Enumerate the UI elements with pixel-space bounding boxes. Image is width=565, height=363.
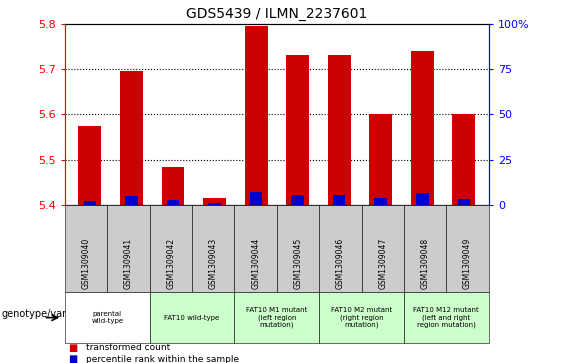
Text: genotype/variation: genotype/variation — [1, 309, 94, 319]
Text: transformed count: transformed count — [86, 343, 170, 352]
Text: parental
wild-type: parental wild-type — [92, 311, 123, 324]
Text: ■: ■ — [68, 354, 77, 363]
Bar — [162, 167, 184, 205]
Bar — [120, 71, 143, 205]
Bar — [125, 196, 138, 205]
Bar — [453, 114, 475, 205]
Text: GSM1309040: GSM1309040 — [82, 238, 90, 289]
Text: GSM1309049: GSM1309049 — [463, 238, 472, 289]
Bar — [203, 198, 226, 205]
Bar — [411, 51, 434, 205]
Bar — [245, 26, 267, 205]
Text: percentile rank within the sample: percentile rank within the sample — [86, 355, 239, 363]
Text: ■: ■ — [68, 343, 77, 353]
Bar — [250, 192, 262, 205]
Text: GSM1309046: GSM1309046 — [336, 238, 345, 289]
Text: FAT10 M12 mutant
(left and right
region mutation): FAT10 M12 mutant (left and right region … — [414, 307, 479, 328]
Text: GSM1309044: GSM1309044 — [251, 238, 260, 289]
Bar — [208, 203, 221, 205]
Text: FAT10 wild-type: FAT10 wild-type — [164, 315, 220, 321]
Text: FAT10 M1 mutant
(left region
mutation): FAT10 M1 mutant (left region mutation) — [246, 307, 307, 328]
Text: GSM1309047: GSM1309047 — [379, 238, 387, 289]
Text: GSM1309041: GSM1309041 — [124, 238, 133, 289]
Text: GSM1309043: GSM1309043 — [209, 238, 218, 289]
Bar — [458, 199, 470, 205]
Bar — [328, 55, 351, 205]
Text: FAT10 M2 mutant
(right region
mutation): FAT10 M2 mutant (right region mutation) — [331, 307, 392, 328]
Bar — [333, 195, 345, 205]
Bar — [167, 200, 179, 205]
Text: GSM1309048: GSM1309048 — [421, 238, 429, 289]
Text: GSM1309045: GSM1309045 — [294, 238, 302, 289]
Bar — [370, 114, 392, 205]
Title: GDS5439 / ILMN_2237601: GDS5439 / ILMN_2237601 — [186, 7, 368, 21]
Bar — [416, 193, 428, 205]
Bar — [84, 201, 96, 205]
Text: GSM1309042: GSM1309042 — [167, 238, 175, 289]
Bar — [286, 55, 309, 205]
Bar — [79, 126, 101, 205]
Bar — [292, 195, 304, 205]
Bar — [375, 198, 387, 205]
